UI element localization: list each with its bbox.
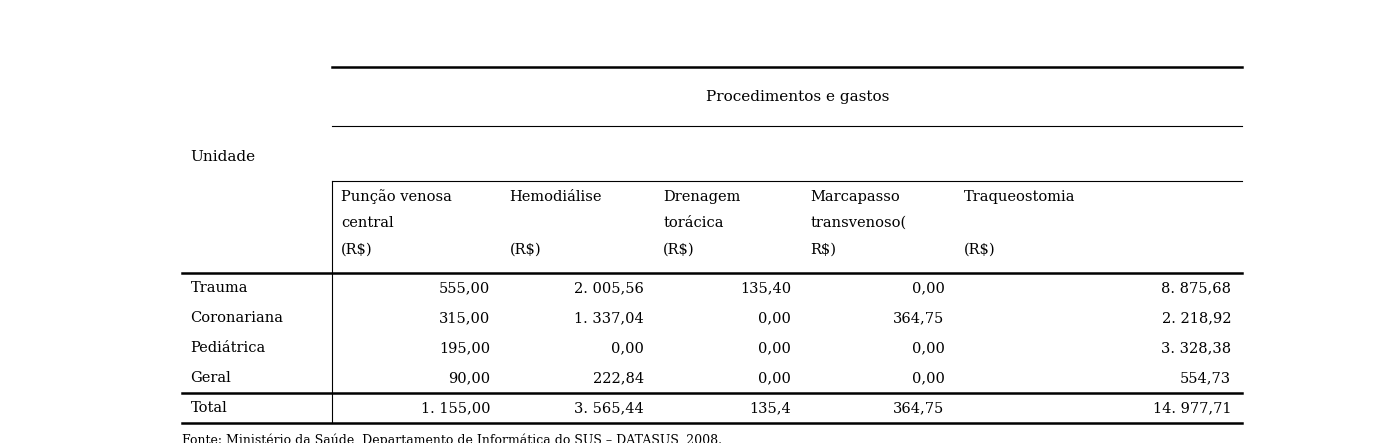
Text: 90,00: 90,00 xyxy=(448,371,491,385)
Text: Procedimentos e gastos: Procedimentos e gastos xyxy=(707,89,890,104)
Text: 0,00: 0,00 xyxy=(912,281,944,295)
Text: R$): R$) xyxy=(811,242,836,256)
Text: 3. 328,38: 3. 328,38 xyxy=(1161,341,1231,355)
Text: Pediátrica: Pediátrica xyxy=(190,341,266,355)
Text: 1. 337,04: 1. 337,04 xyxy=(574,311,643,325)
Text: 14. 977,71: 14. 977,71 xyxy=(1153,401,1231,415)
Text: 0,00: 0,00 xyxy=(758,341,791,355)
Text: (R$): (R$) xyxy=(663,242,694,256)
Text: (R$): (R$) xyxy=(963,242,995,256)
Text: 2. 005,56: 2. 005,56 xyxy=(574,281,643,295)
Text: 8. 875,68: 8. 875,68 xyxy=(1161,281,1231,295)
Text: Coronariana: Coronariana xyxy=(190,311,283,325)
Text: Punção venosa: Punção venosa xyxy=(341,190,452,205)
Text: Drenagem: Drenagem xyxy=(663,190,740,204)
Text: 0,00: 0,00 xyxy=(611,341,643,355)
Text: 315,00: 315,00 xyxy=(439,311,491,325)
Text: 0,00: 0,00 xyxy=(758,371,791,385)
Text: Marcapasso: Marcapasso xyxy=(811,190,900,204)
Text: 364,75: 364,75 xyxy=(893,311,944,325)
Text: 0,00: 0,00 xyxy=(912,371,944,385)
Text: 3. 565,44: 3. 565,44 xyxy=(574,401,643,415)
Text: torácica: torácica xyxy=(663,216,723,230)
Text: Trauma: Trauma xyxy=(190,281,248,295)
Text: 0,00: 0,00 xyxy=(758,311,791,325)
Text: 555,00: 555,00 xyxy=(439,281,491,295)
Text: Total: Total xyxy=(190,401,227,415)
Text: Traqueostomia: Traqueostomia xyxy=(963,190,1076,204)
Text: central: central xyxy=(341,216,394,230)
Text: 222,84: 222,84 xyxy=(593,371,643,385)
Text: 135,40: 135,40 xyxy=(740,281,791,295)
Text: 364,75: 364,75 xyxy=(893,401,944,415)
Text: 135,4: 135,4 xyxy=(750,401,791,415)
Text: 554,73: 554,73 xyxy=(1179,371,1231,385)
Text: (R$): (R$) xyxy=(341,242,373,256)
Text: Fonte: Ministério da Saúde, Departamento de Informática do SUS – DATASUS, 2008.: Fonte: Ministério da Saúde, Departamento… xyxy=(182,434,722,443)
Text: transvenoso(: transvenoso( xyxy=(811,216,906,230)
Text: 195,00: 195,00 xyxy=(439,341,491,355)
Text: Hemodiálise: Hemodiálise xyxy=(510,190,602,204)
Text: 1. 155,00: 1. 155,00 xyxy=(420,401,491,415)
Text: Unidade: Unidade xyxy=(190,150,255,164)
Text: 2. 218,92: 2. 218,92 xyxy=(1161,311,1231,325)
Text: (R$): (R$) xyxy=(510,242,541,256)
Text: Geral: Geral xyxy=(190,371,231,385)
Text: 0,00: 0,00 xyxy=(912,341,944,355)
